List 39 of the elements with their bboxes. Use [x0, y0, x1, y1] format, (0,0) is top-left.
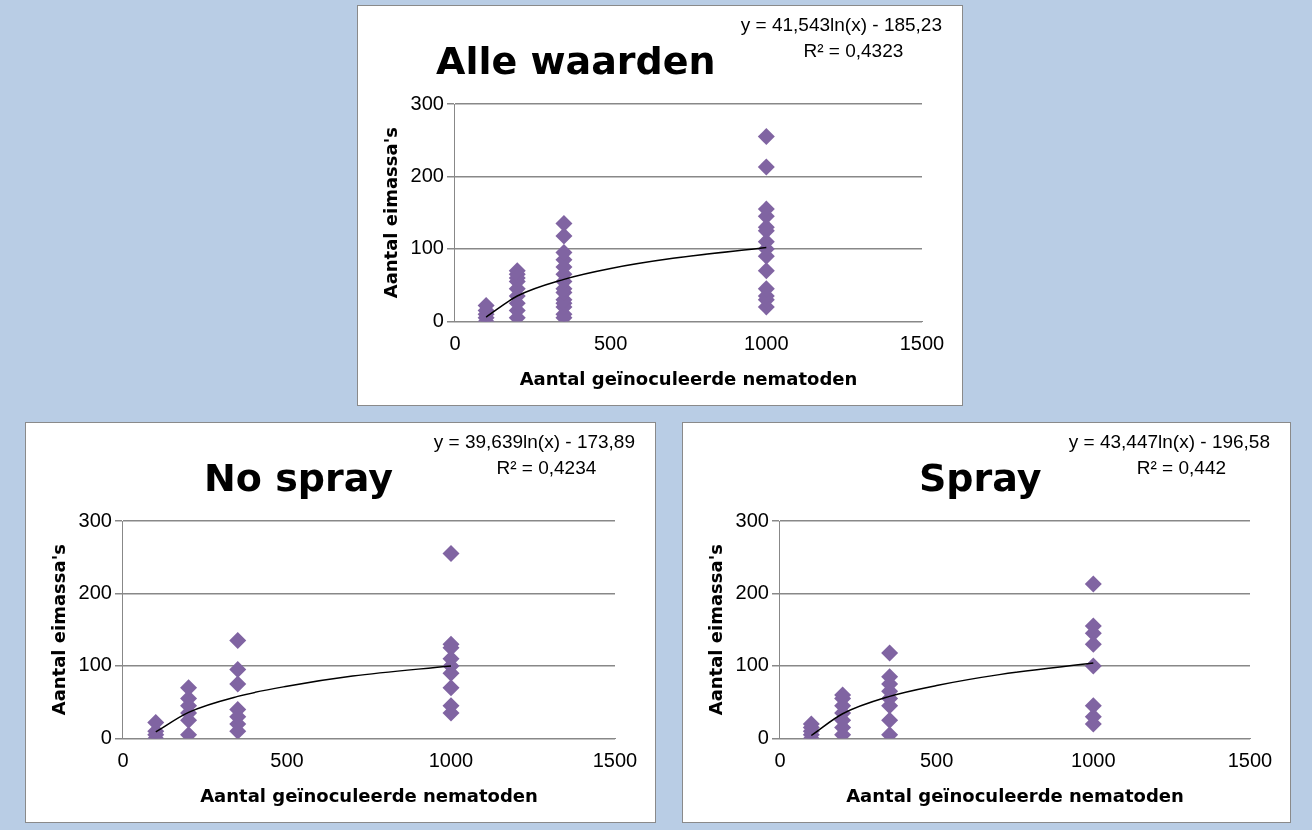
x-tick-label: 1500 — [592, 748, 638, 771]
y-tick-label: 300 — [735, 508, 769, 531]
x-tick-label: 500 — [270, 748, 304, 771]
y-tick-label: 0 — [432, 308, 444, 331]
text: y = 43,447ln(x) - 196,58 — [1068, 430, 1270, 454]
x-tick-label: 1000 — [428, 748, 474, 771]
y-axis-title: Aantal eimassa's — [705, 544, 727, 716]
x-axis-title: Aantal geïnoculeerde nematoden — [846, 784, 1184, 806]
x-tick-label: 1000 — [744, 331, 789, 354]
y-tick-label: 200 — [735, 580, 769, 603]
x-tick-label: 500 — [919, 748, 954, 771]
x-axis-title: Aantal geïnoculeerde nematoden — [519, 367, 858, 389]
text: y = 39,639ln(x) - 173,89 — [433, 430, 635, 454]
x-tick-label: 1500 — [1227, 748, 1273, 771]
y-tick-label: 300 — [410, 91, 444, 114]
text: y = 41,543ln(x) - 185,23 — [740, 13, 942, 37]
y-tick-label: 0 — [100, 725, 112, 748]
x-tick-label: 1000 — [1071, 748, 1116, 771]
y-tick-label: 200 — [78, 580, 112, 603]
y-tick-label: 100 — [78, 653, 112, 676]
text: R² = 0,4323 — [802, 39, 905, 63]
y-tick-label: 100 — [735, 653, 769, 676]
y-axis-title: Aantal eimassa's — [48, 544, 70, 716]
text: R² = 0,442 — [1135, 456, 1227, 480]
x-axis-title: Aantal geïnoculeerde nematoden — [200, 784, 538, 806]
x-tick-label: 0 — [117, 748, 129, 771]
text: R² = 0,4234 — [495, 456, 598, 480]
y-axis-title: Aantal eimassa's — [380, 127, 402, 299]
chart-title: Alle waarden — [436, 39, 716, 83]
y-tick-label: 300 — [78, 508, 112, 531]
y-tick-label: 100 — [410, 236, 444, 259]
y-tick-label: 200 — [410, 163, 444, 186]
x-tick-label: 500 — [593, 331, 628, 354]
chart-title: Spray — [919, 456, 1042, 500]
y-tick-label: 0 — [757, 725, 769, 748]
x-tick-label: 0 — [774, 748, 786, 771]
x-tick-label: 0 — [449, 331, 461, 354]
x-tick-label: 1500 — [899, 331, 945, 354]
chart-title: No spray — [204, 456, 393, 500]
